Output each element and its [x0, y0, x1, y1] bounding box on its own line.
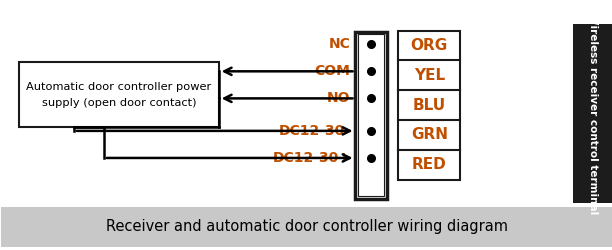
Text: Wireless receiver control terminal: Wireless receiver control terminal — [588, 13, 597, 214]
Text: YEL: YEL — [414, 68, 445, 83]
Text: BLU: BLU — [412, 98, 446, 113]
Text: Automatic door controller power: Automatic door controller power — [26, 82, 212, 92]
Bar — [398, 31, 460, 180]
Text: GRN: GRN — [411, 128, 448, 142]
Text: COM: COM — [315, 64, 351, 78]
Bar — [1, 207, 612, 247]
Text: RED: RED — [412, 157, 447, 172]
Bar — [356, 32, 387, 198]
Text: NC: NC — [329, 37, 351, 51]
Bar — [359, 34, 384, 196]
Text: ORG: ORG — [411, 38, 448, 53]
Text: supply (open door contact): supply (open door contact) — [42, 98, 196, 108]
Text: DC12-30+: DC12-30+ — [272, 151, 351, 165]
Bar — [573, 24, 612, 203]
Bar — [19, 62, 218, 127]
Text: DC12-30-: DC12-30- — [278, 124, 351, 138]
Text: NO: NO — [327, 92, 351, 106]
Text: Receiver and automatic door controller wiring diagram: Receiver and automatic door controller w… — [106, 220, 507, 234]
